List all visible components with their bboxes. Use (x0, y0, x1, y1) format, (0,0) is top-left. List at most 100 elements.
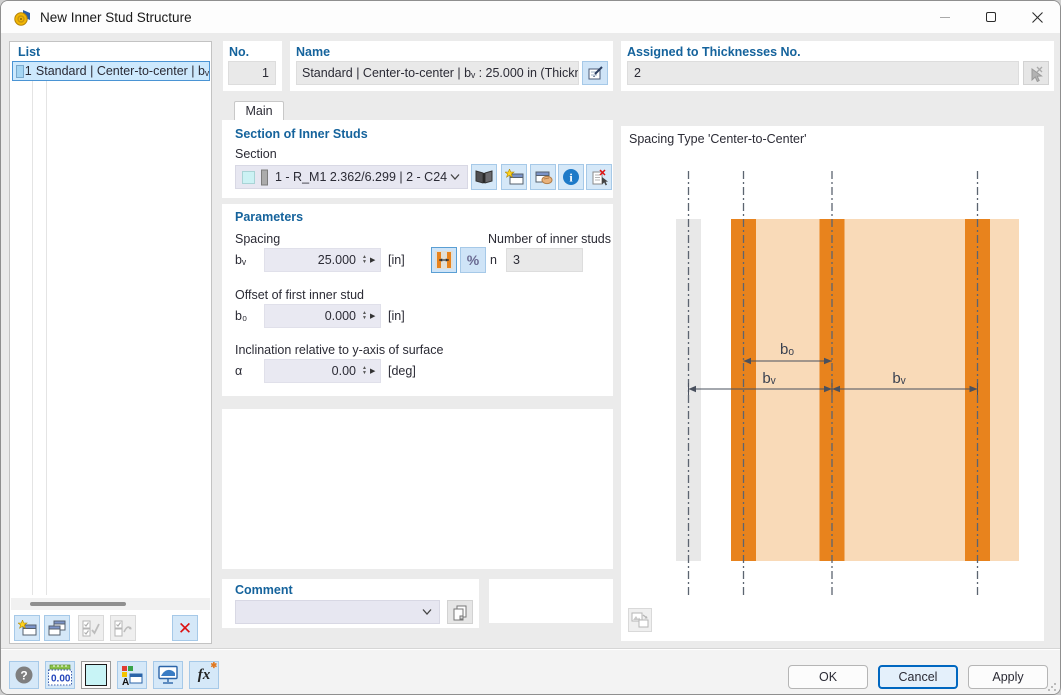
chevron-down-icon (422, 609, 432, 615)
color-swatch-button[interactable] (81, 661, 111, 689)
alpha-input[interactable]: 0.00 ▲ ▼ ▶ (264, 359, 381, 383)
list-item-selected[interactable]: 1 Standard | Center-to-center | bᵥ (12, 61, 210, 81)
no-panel: No. 1 (223, 41, 282, 91)
section-library-button[interactable] (471, 164, 497, 190)
alpha-unit: [deg] (388, 364, 416, 378)
spinner-up-icon[interactable]: ▲ (362, 254, 367, 260)
dimension-bv (688, 383, 978, 395)
delete-icon: ✕ (177, 618, 193, 638)
window-title: New Inner Stud Structure (40, 9, 192, 25)
b0-symbol: b₀ (235, 309, 248, 323)
spinner-up-icon[interactable]: ▲ (362, 365, 367, 371)
comment-panel: Comment (222, 579, 479, 628)
offset-label: Offset of first inner stud (235, 288, 364, 302)
section-delete-button[interactable] (586, 164, 612, 190)
dimension-bo (743, 357, 832, 365)
list-column-divider (46, 61, 47, 595)
alpha-symbol: α (235, 364, 243, 378)
bv-unit: [in] (388, 253, 405, 267)
list-header: List (18, 45, 41, 59)
resize-grip[interactable] (1047, 682, 1057, 692)
apply-to-view-button[interactable] (153, 661, 183, 689)
name-value: Standard | Center-to-center | bᵥ : 25.00… (302, 66, 579, 80)
maximize-button[interactable] (968, 1, 1014, 33)
titlebar[interactable]: New Inner Stud Structure (1, 1, 1060, 33)
list-item-color-swatch (16, 64, 24, 78)
spacing-type-percent-toggle[interactable]: % (460, 247, 486, 273)
section-selected-value: 1 - R_M1 2.362/6.299 | 2 - C24 (275, 170, 448, 184)
section-new-button[interactable] (501, 164, 527, 190)
list-delete-button[interactable]: ✕ (172, 615, 198, 641)
dim-label-bv-left: bᵥ (762, 370, 775, 387)
n-symbol: n (490, 253, 497, 267)
section-dropdown[interactable]: 1 - R_M1 2.362/6.299 | 2 - C24 (235, 165, 468, 189)
apply-button[interactable]: Apply (968, 665, 1048, 689)
comment-copy-button[interactable] (447, 600, 473, 624)
assigned-label: Assigned to Thicknesses No. (627, 45, 801, 59)
b0-input[interactable]: 0.000 ▲ ▼ ▶ (264, 304, 381, 328)
alpha-spinner[interactable]: ▲ ▼ (359, 366, 370, 376)
spinner-down-icon[interactable]: ▼ (362, 315, 367, 321)
section-profile-icon (261, 169, 268, 185)
section-group-title: Section of Inner Studs (235, 127, 368, 141)
list-column-divider (32, 61, 33, 595)
edit-name-button[interactable] (582, 61, 608, 85)
svg-text:0.00: 0.00 (51, 673, 71, 684)
help-button[interactable]: ? (9, 661, 39, 689)
list-invert-selection-button[interactable] (110, 615, 136, 641)
svg-text:A: A (122, 677, 129, 686)
invert-selection-icon (114, 620, 132, 636)
display-properties-icon: A (122, 665, 143, 686)
name-label: Name (296, 45, 331, 59)
decimal-places-icon: 0.00 (48, 664, 72, 685)
spinner-down-icon[interactable]: ▼ (362, 370, 367, 376)
no-value: 1 (262, 66, 269, 80)
list-select-all-button[interactable] (78, 615, 104, 641)
spinner-down-icon[interactable]: ▼ (362, 259, 367, 265)
footer-bar: ? 0.00 A (1, 648, 1060, 694)
list-new-button[interactable] (14, 615, 40, 641)
scrollbar-thumb[interactable] (30, 602, 126, 606)
new-section-icon (504, 168, 523, 184)
svg-text:?: ? (20, 669, 27, 683)
bv-input[interactable]: 25.000 ▲ ▼ ▶ (264, 248, 381, 272)
edit-pencil-icon (588, 66, 603, 80)
section-edit-button[interactable] (530, 164, 556, 190)
close-button[interactable] (1014, 1, 1060, 33)
alpha-detail-arrow[interactable]: ▶ (370, 368, 376, 375)
display-properties-button[interactable]: A (117, 661, 147, 689)
spacing-label: Spacing (235, 232, 281, 246)
alpha-value: 0.00 (331, 364, 356, 378)
library-book-icon (475, 170, 493, 184)
list-copy-button[interactable] (44, 615, 70, 641)
bv-detail-arrow[interactable]: ▶ (370, 257, 376, 264)
select-thickness-button[interactable] (1023, 61, 1049, 85)
apply-label: Apply (992, 670, 1024, 684)
comment-dropdown[interactable] (235, 600, 440, 624)
diagram-export-button[interactable] (628, 608, 652, 632)
cancel-button[interactable]: Cancel (878, 665, 958, 689)
tab-main[interactable]: Main (234, 101, 284, 120)
minimize-icon (940, 16, 950, 18)
close-icon (1031, 11, 1043, 23)
minimize-button[interactable] (922, 1, 968, 33)
help-icon: ? (15, 666, 33, 684)
parameters-title: Parameters (235, 210, 304, 224)
list-item-label: Standard | Center-to-center | bᵥ (35, 64, 209, 78)
aux-empty-panel (489, 579, 613, 623)
formula-button[interactable]: fx ✱ (189, 661, 219, 689)
spinner-up-icon[interactable]: ▲ (362, 310, 367, 316)
chevron-down-icon (450, 174, 460, 180)
b0-value: 0.000 (324, 309, 356, 323)
spacing-type-center-toggle[interactable] (431, 247, 457, 273)
list-horizontal-scrollbar[interactable] (11, 598, 210, 610)
bv-spinner[interactable]: ▲ ▼ (359, 255, 370, 265)
units-settings-button[interactable]: 0.00 (45, 661, 75, 689)
section-info-button[interactable]: i (558, 164, 584, 190)
assigned-field: 2 (627, 61, 1019, 85)
inclination-label: Inclination relative to y-axis of surfac… (235, 343, 444, 357)
bv-symbol: bᵥ (235, 253, 246, 267)
b0-detail-arrow[interactable]: ▶ (370, 313, 376, 320)
ok-button[interactable]: OK (788, 665, 868, 689)
b0-spinner[interactable]: ▲ ▼ (359, 311, 370, 321)
